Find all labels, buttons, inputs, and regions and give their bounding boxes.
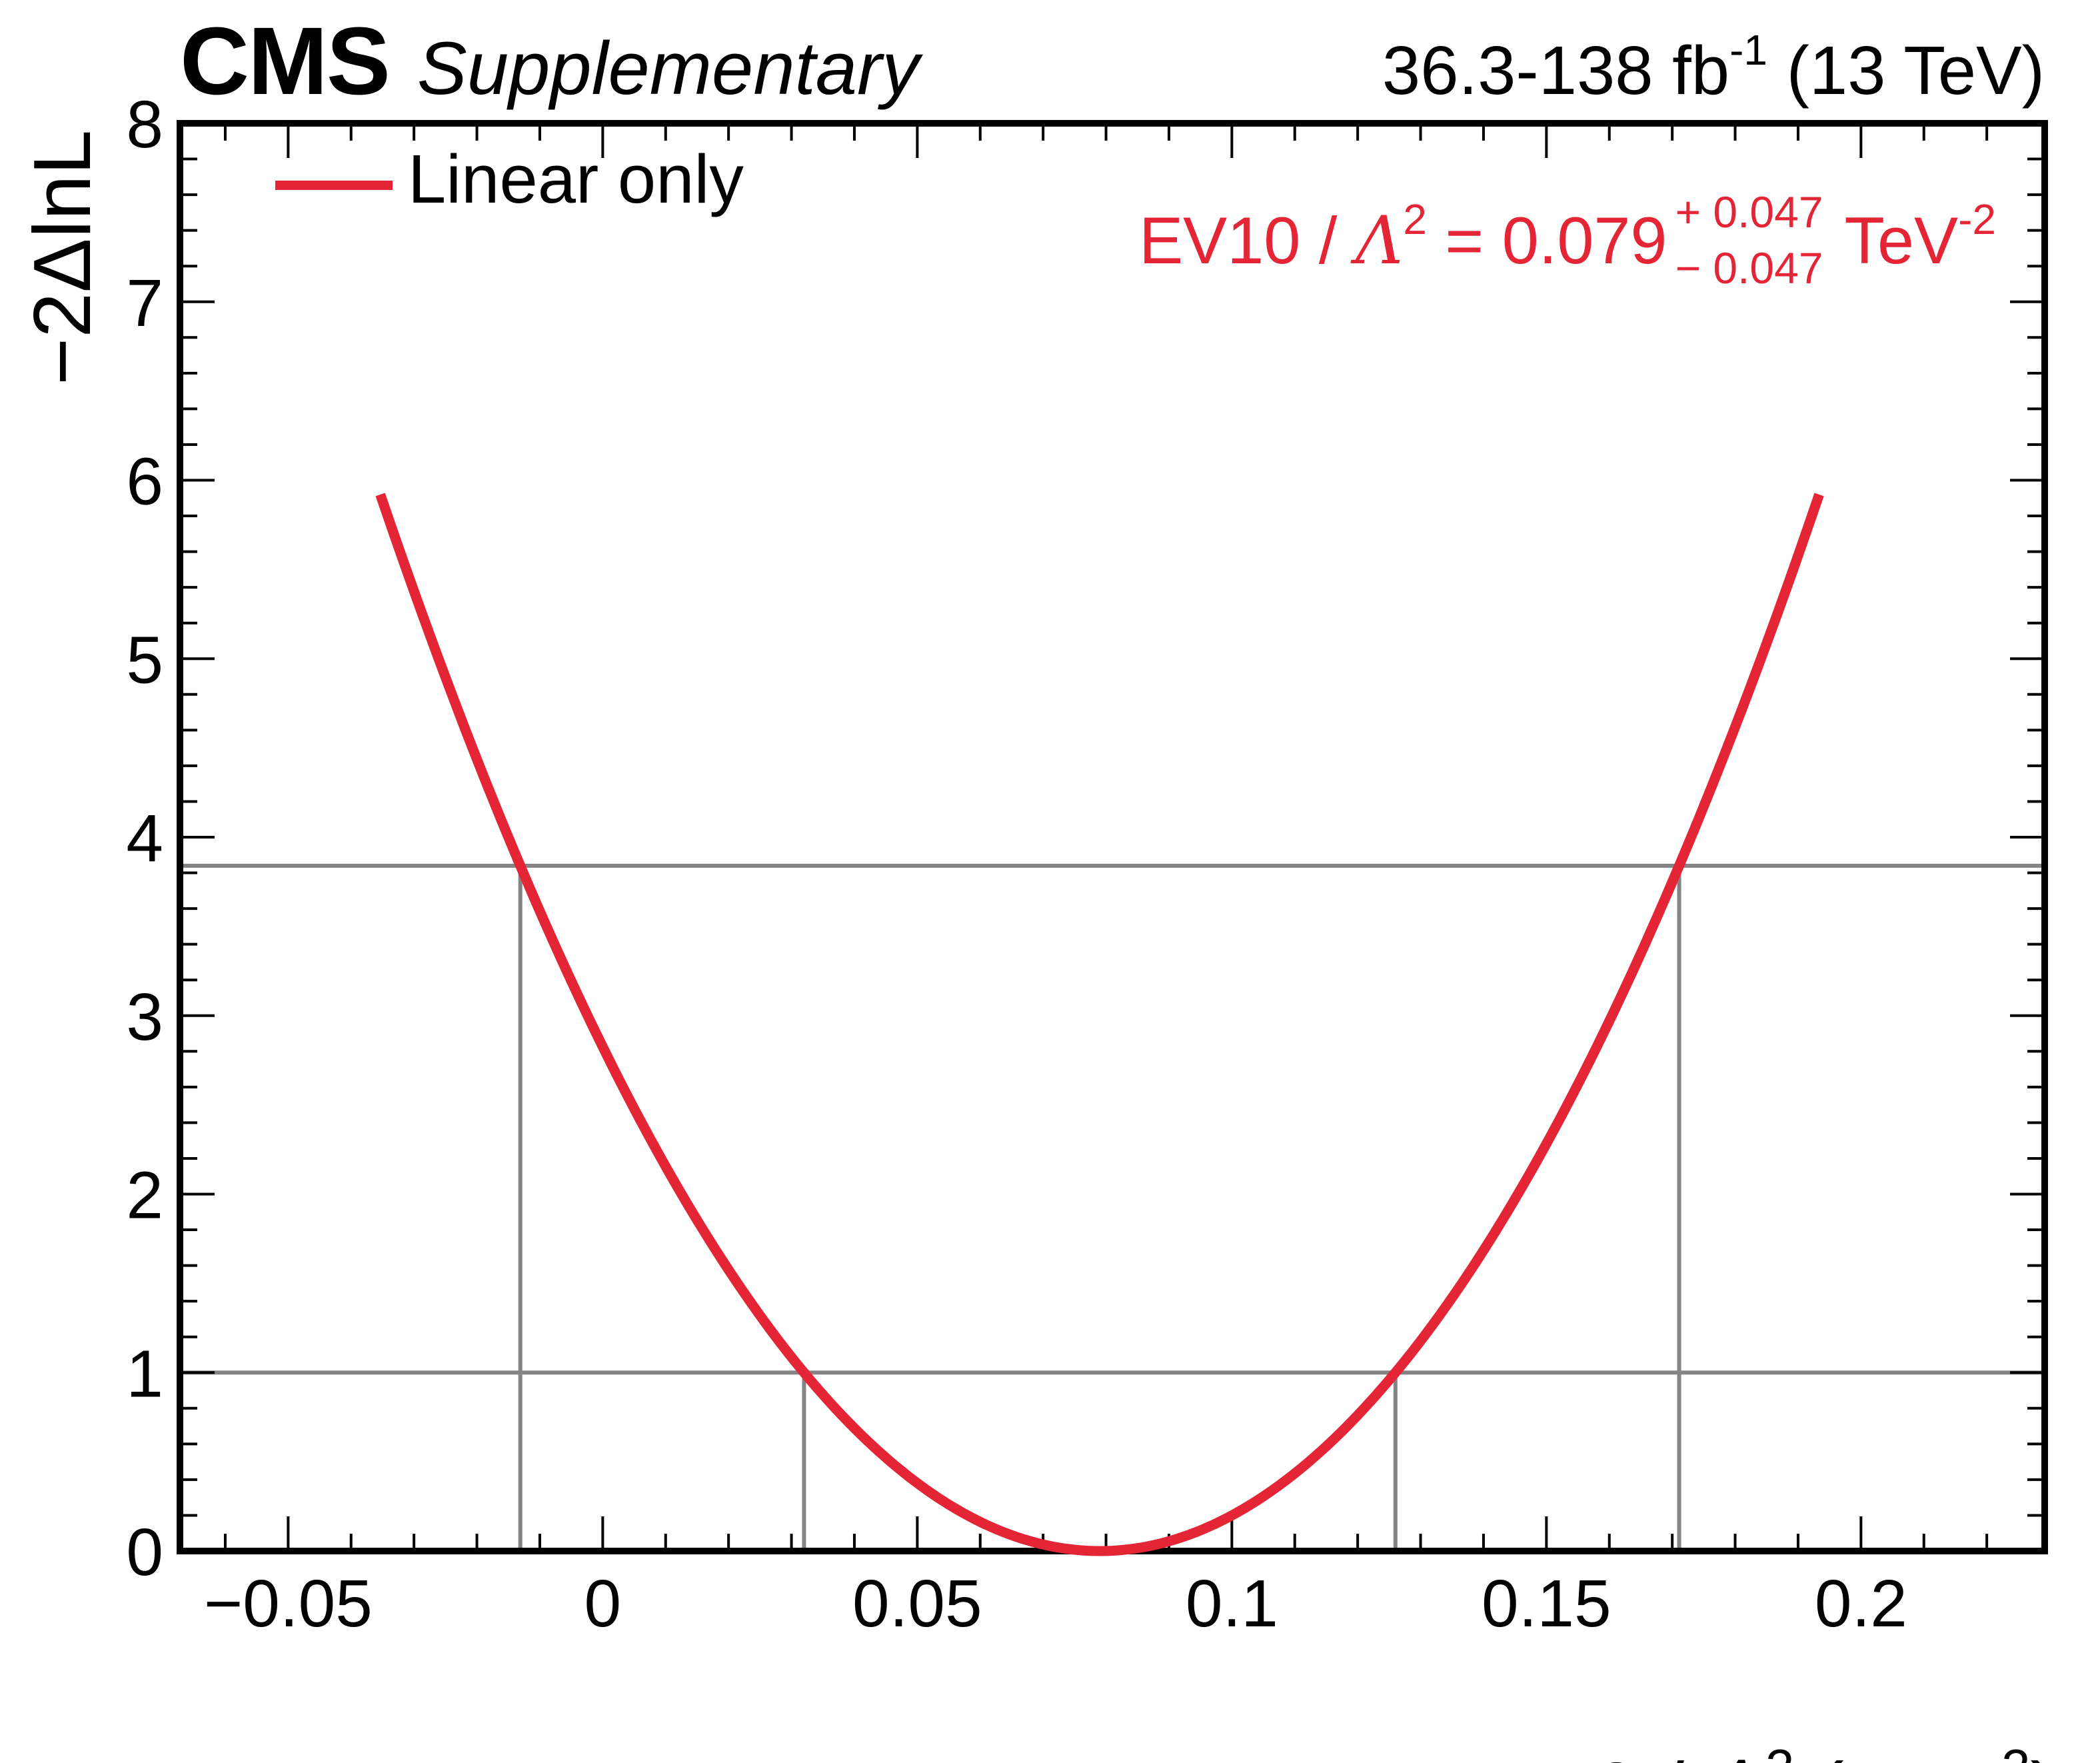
x-tick-label: 0.1 xyxy=(1186,1566,1278,1641)
x-tick-label: −0.05 xyxy=(204,1566,373,1641)
y-tick-label: 2 xyxy=(126,1158,163,1233)
fit-error-down: − 0.047 xyxy=(1675,243,1823,293)
fit-result-annotation: EV10 / Λ2 = 0.079 + 0.047 − 0.047 TeV-2 xyxy=(1066,141,1996,340)
fit-best-value: 0.079 xyxy=(1502,203,1667,277)
y-tick-label: 5 xyxy=(126,623,163,697)
x-title-operator: EV10 / xyxy=(1440,1746,1707,1763)
x-tick-label: 0 xyxy=(584,1566,622,1641)
y-tick-label: 7 xyxy=(126,266,163,341)
x-axis-title: EV10 / Λ2 (TeV-2) xyxy=(1350,1661,2057,1763)
luminosity-text: 36.3-138 fb xyxy=(1382,32,1730,109)
fit-equals: = xyxy=(1426,203,1502,277)
y-axis-title: −2ΔlnL xyxy=(17,129,107,385)
fit-unit: TeV xyxy=(1844,203,1959,277)
fit-error-up: + 0.047 xyxy=(1675,187,1823,237)
fit-operator-name: EV10 / xyxy=(1139,203,1356,277)
y-tick-label: 8 xyxy=(126,87,163,162)
x-tick-label: 0.05 xyxy=(852,1566,982,1641)
lambda-exponent: 2 xyxy=(1765,1738,1794,1763)
cms-label: CMS xyxy=(180,7,391,115)
fit-unit-exponent: -2 xyxy=(1958,195,1996,243)
legend-line-swatch xyxy=(275,181,393,190)
y-tick-label: 0 xyxy=(126,1515,163,1590)
lambda-symbol: Λ xyxy=(1707,1744,1765,1763)
fit-lambda-exponent: 2 xyxy=(1403,195,1427,243)
supplementary-label: Supplementary xyxy=(417,27,920,110)
x-tick-label: 0.15 xyxy=(1482,1566,1611,1641)
energy-text: (13 TeV) xyxy=(1767,32,2045,109)
x-title-unit-close: ) xyxy=(2030,1746,2057,1763)
x-title-unit: (TeV xyxy=(1794,1746,1984,1763)
fit-lambda-symbol: Λ xyxy=(1355,203,1404,279)
luminosity-label: 36.3-138 fb-1 (13 TeV) xyxy=(1382,26,2045,110)
likelihood-curve xyxy=(375,493,1824,1556)
x-tick-label: 0.2 xyxy=(1815,1566,1907,1641)
y-tick-label: 6 xyxy=(126,445,163,519)
y-tick-label: 3 xyxy=(126,980,163,1054)
unit-exponent: -2 xyxy=(1984,1738,2030,1763)
y-tick-label: 1 xyxy=(126,1336,163,1411)
inverse-femtobarn-exponent: -1 xyxy=(1729,26,1767,74)
legend-label: Linear only xyxy=(408,141,744,217)
y-tick-label: 4 xyxy=(126,801,163,876)
experiment-header: CMS Supplementary xyxy=(180,6,919,117)
plot-header: CMS Supplementary 36.3-138 fb-1 (13 TeV) xyxy=(180,6,2045,117)
